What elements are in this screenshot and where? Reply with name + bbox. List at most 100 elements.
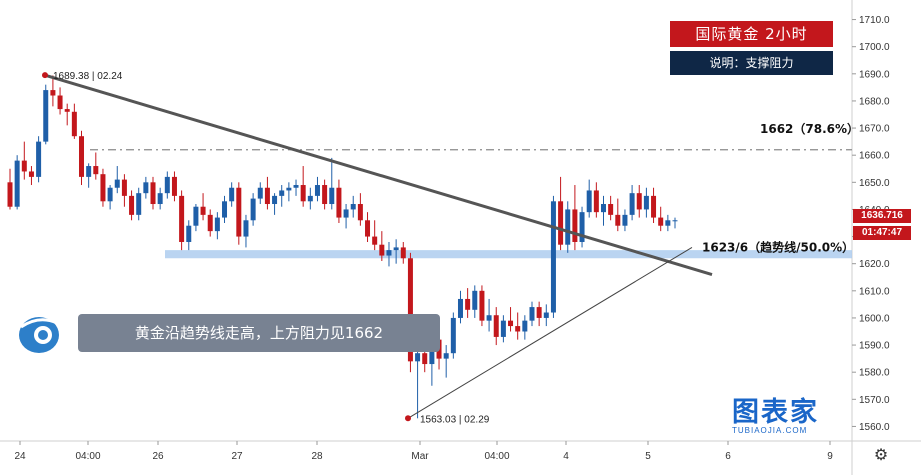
candle-body: [400, 247, 406, 259]
candle-body: [257, 187, 263, 199]
candle-body: [500, 320, 506, 337]
low-marker: [405, 415, 411, 422]
candle-body: [472, 290, 478, 310]
x-tick-label: 5: [645, 451, 651, 462]
candle-body: [186, 225, 192, 242]
candle-body: [136, 193, 142, 215]
candle-body: [307, 195, 313, 202]
candle-body: [222, 201, 228, 218]
x-tick-label: 04:00: [75, 451, 100, 462]
candle-body: [643, 195, 649, 210]
x-tick-label: 27: [231, 451, 243, 462]
candle-body: [579, 212, 585, 242]
x-tick-label: 9: [827, 451, 833, 462]
x-tick-label: 4: [563, 451, 569, 462]
candle-body: [79, 136, 85, 177]
candle-body: [415, 353, 421, 362]
candle-body: [515, 326, 521, 332]
candle-body: [465, 298, 471, 310]
candle-body: [543, 312, 549, 318]
candle-body: [164, 176, 170, 194]
candle-body: [672, 220, 678, 222]
y-tick-label: 1690.0: [859, 69, 890, 80]
candle-body: [636, 193, 642, 210]
candle-body: [565, 209, 571, 245]
chart-title-badge: 国际黄金 2小时: [670, 21, 833, 47]
candle-body: [272, 195, 278, 205]
candle-body: [214, 217, 220, 232]
x-tick-label: 6: [725, 451, 731, 462]
y-tick-label: 1580.0: [859, 368, 890, 379]
y-tick-label: 1660.0: [859, 151, 890, 162]
y-tick-label: 1710.0: [859, 15, 890, 26]
logo-text: 图表家: [732, 397, 819, 428]
candle-body: [143, 182, 149, 194]
candle-body: [86, 166, 92, 177]
candle-body: [236, 187, 242, 237]
candle-body: [150, 182, 156, 205]
candle-body: [393, 247, 399, 251]
resistance-label: 1662（78.6%）: [760, 121, 859, 136]
candle-body: [179, 195, 185, 242]
candle-body: [422, 353, 428, 365]
high-label: 1689.38 | 02.24: [53, 71, 123, 82]
x-tick-label: 28: [311, 451, 323, 462]
y-tick-label: 1700.0: [859, 42, 890, 53]
y-tick-label: 1620.0: [859, 259, 890, 270]
candle-body: [71, 111, 77, 137]
candle-body: [336, 187, 342, 218]
y-tick-label: 1570.0: [859, 395, 890, 406]
candle-body: [365, 220, 371, 237]
candle-body: [622, 214, 628, 226]
candle-body: [372, 236, 378, 245]
x-tick-label: Mar: [411, 451, 429, 462]
candle-body: [57, 95, 63, 110]
candle-body: [658, 217, 664, 226]
countdown-tag: 01:47:47: [853, 226, 911, 240]
gear-icon[interactable]: ⚙: [873, 447, 889, 464]
y-tick-label: 1670.0: [859, 124, 890, 135]
candle-body: [21, 160, 27, 172]
candle-body: [550, 201, 556, 313]
candle-body: [558, 201, 564, 245]
candle-body: [7, 182, 13, 207]
candle-body: [572, 209, 578, 242]
descending-trendline: [44, 73, 713, 276]
candle-body: [665, 220, 671, 226]
x-tick-label: 04:00: [484, 451, 509, 462]
candle-body: [64, 109, 70, 112]
candle-body: [100, 174, 106, 202]
analysis-commentary: 黄金沿趋势线走高，上方阻力见1662: [78, 314, 440, 352]
candle-body: [486, 315, 492, 321]
candle-body: [107, 187, 113, 202]
candle-body: [322, 185, 328, 205]
candle-body: [114, 179, 120, 188]
candle-body: [43, 90, 49, 142]
candle-body: [243, 220, 249, 237]
candle-body: [479, 290, 485, 321]
candle-body: [529, 307, 535, 321]
candle-body: [600, 204, 606, 213]
logo-subtext: TUBIAOJIA.COM: [732, 426, 808, 435]
candle-body: [121, 179, 127, 196]
x-tick-label: 26: [152, 451, 164, 462]
candle-body: [615, 214, 621, 226]
y-tick-label: 1600.0: [859, 313, 890, 324]
candle-body: [493, 315, 499, 337]
candle-body: [651, 195, 657, 218]
candle-body: [350, 204, 356, 210]
candle-body: [36, 141, 42, 177]
candle-body: [279, 190, 285, 196]
candle-body: [357, 204, 363, 221]
candle-body: [508, 320, 514, 327]
candle-body: [129, 195, 135, 215]
candle-body: [457, 298, 463, 318]
candle-body: [207, 214, 213, 232]
chart-note-badge: 说明：支撑阻力: [670, 51, 833, 75]
candle-body: [522, 320, 528, 332]
candle-body: [93, 166, 99, 175]
candle-body: [343, 209, 349, 218]
y-tick-label: 1560.0: [859, 422, 890, 433]
candle-body: [314, 185, 320, 196]
candle-body: [329, 187, 335, 205]
